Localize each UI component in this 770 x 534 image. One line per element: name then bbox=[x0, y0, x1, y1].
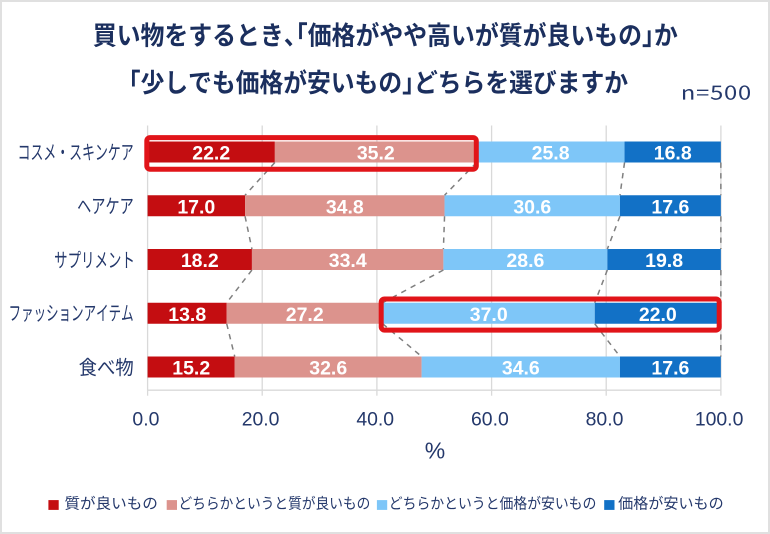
svg-text:17.0: 17.0 bbox=[177, 196, 215, 218]
svg-text:27.2: 27.2 bbox=[286, 304, 324, 326]
svg-text:22.0: 22.0 bbox=[639, 304, 677, 326]
svg-text:35.2: 35.2 bbox=[357, 143, 395, 165]
svg-text:16.8: 16.8 bbox=[654, 143, 692, 165]
svg-text:19.8: 19.8 bbox=[645, 250, 683, 272]
svg-text:0.0: 0.0 bbox=[132, 408, 159, 430]
svg-text:80.0: 80.0 bbox=[586, 408, 624, 430]
svg-text:28.6: 28.6 bbox=[506, 250, 544, 272]
svg-text:60.0: 60.0 bbox=[471, 408, 509, 430]
svg-text:18.2: 18.2 bbox=[181, 250, 219, 272]
svg-text:32.6: 32.6 bbox=[309, 358, 347, 380]
svg-text:13.8: 13.8 bbox=[168, 304, 206, 326]
svg-text:30.6: 30.6 bbox=[513, 196, 551, 218]
svg-text:25.8: 25.8 bbox=[532, 143, 570, 165]
svg-text:33.4: 33.4 bbox=[329, 250, 367, 272]
svg-text:17.6: 17.6 bbox=[651, 358, 689, 380]
svg-text:34.6: 34.6 bbox=[502, 358, 540, 380]
svg-text:20.0: 20.0 bbox=[242, 408, 280, 430]
svg-text:37.0: 37.0 bbox=[470, 304, 508, 326]
svg-text:15.2: 15.2 bbox=[172, 358, 210, 380]
svg-text:40.0: 40.0 bbox=[356, 408, 394, 430]
svg-text:34.8: 34.8 bbox=[326, 196, 364, 218]
svg-text:17.6: 17.6 bbox=[651, 196, 689, 218]
svg-text:100.0: 100.0 bbox=[695, 408, 744, 430]
svg-text:22.2: 22.2 bbox=[192, 143, 230, 165]
svg-text:%: % bbox=[425, 438, 445, 464]
